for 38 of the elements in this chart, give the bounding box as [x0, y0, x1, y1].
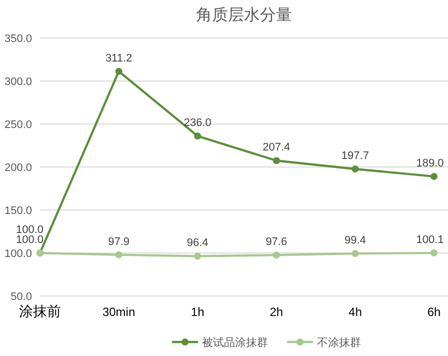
y-tick-label: 150.0	[4, 205, 32, 217]
point	[115, 251, 122, 258]
x-tick-label: 涂抹前	[19, 303, 61, 319]
x-tick-label: 30min	[102, 305, 136, 319]
data-label: 97.6	[266, 236, 288, 248]
x-tick-label: 2h	[270, 305, 284, 319]
x-tick-label: 1h	[190, 305, 204, 319]
data-label: 207.4	[262, 142, 290, 154]
data-label: 100.0	[16, 224, 44, 236]
data-label: 100.0	[16, 234, 44, 246]
legend-label: 被试品涂抹群	[202, 336, 268, 349]
data-label: 311.2	[105, 52, 132, 64]
point	[352, 250, 359, 258]
point	[272, 252, 280, 259]
point	[194, 252, 202, 260]
data-label: 100.1	[416, 234, 444, 246]
data-label: 99.4	[344, 234, 366, 247]
point	[352, 165, 359, 172]
x-tick-label: 6h	[427, 305, 441, 319]
point	[430, 172, 438, 180]
legend-label: 不涂抹群	[317, 337, 361, 349]
data-label: 189.0	[416, 157, 444, 170]
x-tick-label: 4h	[348, 305, 362, 319]
y-tick-label: 300.0	[4, 76, 32, 88]
data-label: 97.9	[108, 236, 130, 248]
data-label: 236.0	[184, 117, 212, 130]
chart-title: 角质层水分量	[196, 6, 292, 24]
y-tick-label: 50.0	[10, 291, 32, 303]
y-tick-label: 350.0	[4, 33, 32, 45]
y-tick-label: 200.0	[4, 162, 32, 174]
data-label: 197.7	[341, 150, 369, 162]
y-tick-label: 100.0	[4, 248, 32, 260]
point	[272, 157, 280, 164]
y-tick-label: 250.0	[4, 119, 32, 131]
point	[115, 68, 122, 75]
point	[194, 132, 202, 140]
data-label: 96.4	[186, 237, 208, 250]
point	[430, 249, 438, 256]
